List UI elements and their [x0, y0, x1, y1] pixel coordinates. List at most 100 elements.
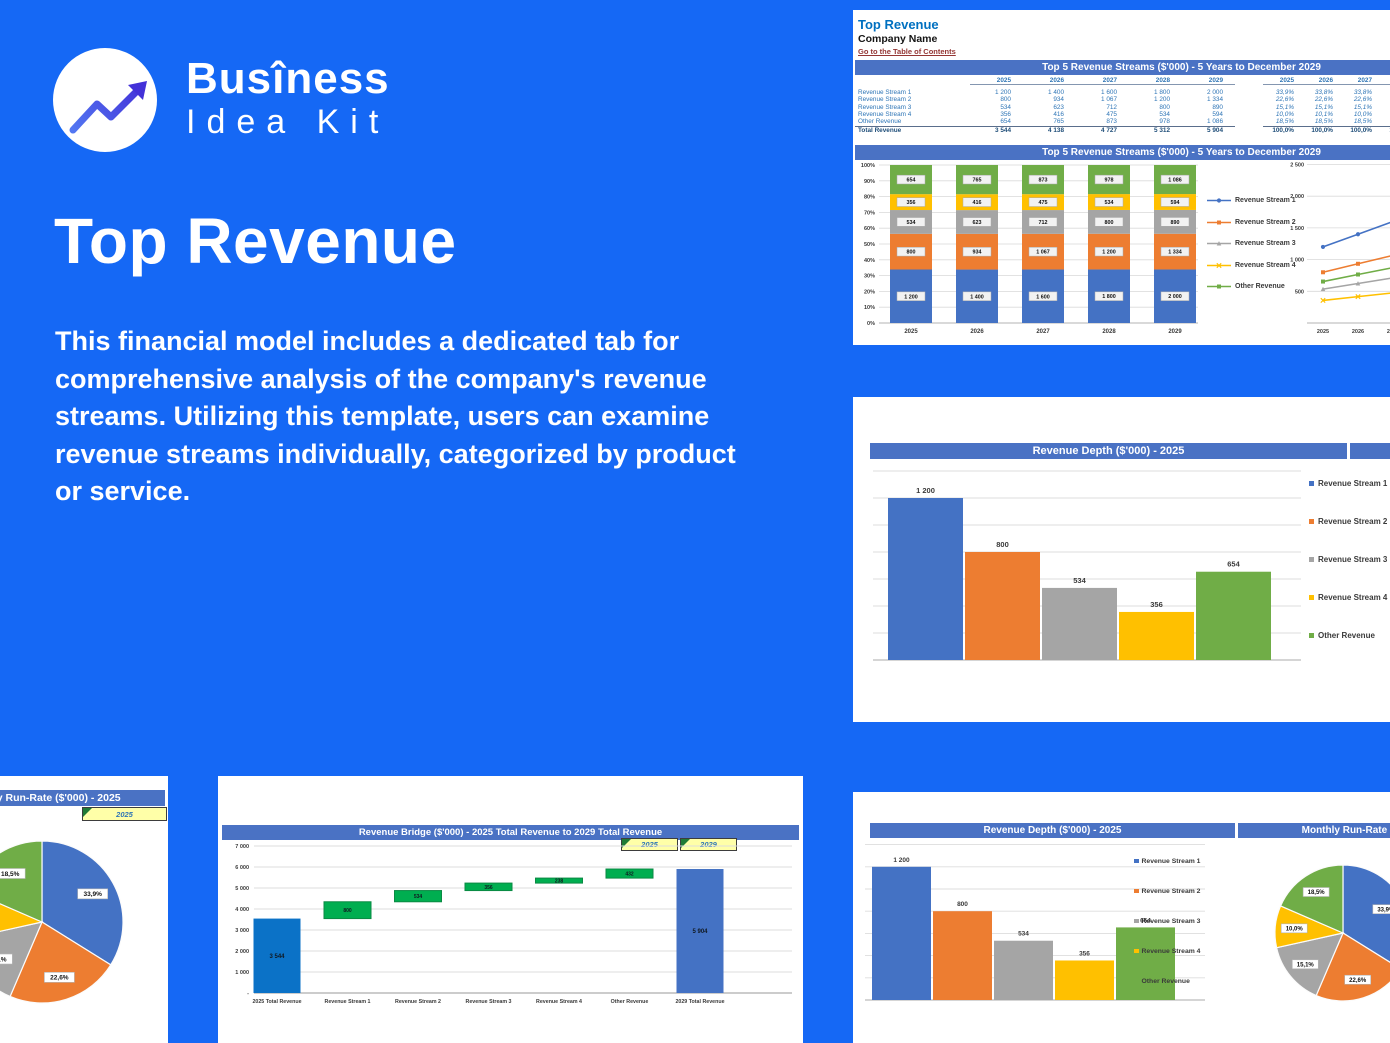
legend-item: Revenue Stream 3	[1131, 917, 1200, 925]
table-row: Revenue Stream 2 800 934 1 067 1 200 1 334 22,…	[855, 96, 1390, 103]
data-label-box	[1160, 246, 1190, 257]
table-cell: 22,6%	[1380, 96, 1390, 103]
table-cell: 978	[1159, 117, 1170, 125]
axis-label: 1 067	[1036, 250, 1050, 256]
axis-label: 1 200	[893, 857, 910, 864]
pie-slice	[1342, 864, 1390, 963]
bar	[1119, 611, 1194, 660]
table-cell: 1 086	[1207, 117, 1223, 125]
year-selector[interactable]: 2025	[82, 807, 167, 821]
axis-label: Revenue Stream 4	[536, 999, 582, 1005]
axis-label: 2025	[904, 329, 918, 335]
marker	[1217, 284, 1221, 289]
axis-label: Revenue Stream 1	[325, 999, 371, 1005]
table-cell: 18,5%	[1275, 117, 1294, 125]
axis-label: 534	[907, 220, 916, 226]
pie-slice	[0, 840, 43, 923]
data-label-box	[1028, 174, 1058, 185]
axis-label: 1 600	[1036, 294, 1050, 300]
table-cell: 1 200	[995, 89, 1011, 97]
line-series	[1322, 267, 1390, 283]
brand-name-line1: Busîness	[186, 54, 390, 103]
axis-label: 22,6%	[50, 975, 69, 982]
pie-label-box	[1280, 923, 1308, 934]
axis-label: 1 000	[235, 970, 249, 976]
bridge-bar	[323, 901, 372, 920]
axis-label: 800	[343, 908, 352, 914]
data-label-box	[962, 174, 992, 185]
from-year-selector[interactable]: 2025	[621, 838, 678, 851]
page-title: Top Revenue	[54, 205, 457, 277]
bar	[933, 911, 992, 1000]
legend-swatch-icon	[1309, 632, 1314, 638]
axis-label: 4 000	[235, 907, 249, 913]
table-title-bar: Top 5 Revenue Streams ($'000) - 5 Years …	[855, 60, 1390, 75]
axis-label: 873	[1039, 178, 1048, 184]
legend-swatch-icon	[1134, 858, 1139, 864]
run-rate-title-bar: Monthly Run-Rate ($'000) - 2025	[0, 790, 165, 806]
to-year-selector[interactable]: 2029	[680, 838, 737, 851]
data-label-box	[1094, 246, 1124, 257]
pie-slice	[0, 921, 44, 998]
axis-label: 5 904	[692, 929, 708, 935]
legend-swatch-icon	[1309, 556, 1314, 562]
axis-label: 7 000	[235, 844, 249, 850]
axis-label: 2025 Total Revenue	[252, 999, 301, 1005]
axis-label: 2029	[1168, 329, 1182, 335]
axis-label: 356	[484, 885, 493, 891]
axis-label: 1 200	[904, 294, 918, 300]
pie-slice	[1315, 932, 1390, 1002]
legend-swatch-icon	[1134, 918, 1139, 924]
data-label-box	[1028, 291, 1058, 301]
marker	[1321, 279, 1325, 284]
legend-swatch-icon	[1309, 518, 1314, 524]
selector-notch-icon	[622, 839, 631, 848]
stacked-bar-chart: 0% 10% 20% 30% 40% 50% 60% 70% 80% 90% 100% 1 200 80…	[861, 163, 1198, 335]
legend-item: Other Revenue	[1131, 977, 1200, 985]
table-cell: 534	[1159, 110, 1170, 118]
table-row: 202520262027202820292025202620272028	[855, 76, 1390, 85]
table-cell: 534	[1000, 103, 1011, 111]
data-label-box	[896, 174, 926, 185]
axis-label: 2028	[1102, 329, 1116, 335]
sheet-title: Top Revenue	[858, 17, 939, 32]
marker	[1356, 272, 1360, 277]
legend-item: Revenue Stream 2	[1305, 516, 1388, 526]
axis-label: 15,1%	[1297, 962, 1315, 968]
table-cell: 873	[1106, 117, 1117, 125]
axis-label: 534	[414, 894, 423, 900]
table-cell: 33,9%	[1275, 89, 1294, 97]
table-cell: 2028	[1129, 77, 1182, 85]
legend-label: Revenue Stream 2	[1235, 218, 1296, 226]
data-label-box	[896, 291, 926, 301]
axis-label: Revenue Stream 3	[466, 999, 512, 1005]
legend-item: Revenue Stream 1	[1131, 857, 1200, 865]
toc-link[interactable]: Go to the Table of Contents	[858, 47, 956, 56]
axis-label: 712	[1039, 220, 1048, 226]
legend-label: Revenue Stream 2	[1318, 516, 1388, 526]
axis-label: 33,9%	[1377, 907, 1390, 913]
table-cell: 2027	[1341, 77, 1380, 85]
bar	[965, 552, 1040, 660]
data-label-box	[896, 217, 926, 227]
legend-label: Revenue Stream 4	[1318, 592, 1388, 602]
axis-label: 5 000	[235, 886, 249, 892]
marker	[1321, 270, 1325, 275]
axis-label: 623	[973, 220, 982, 226]
axis-label: 1 000	[1290, 258, 1304, 264]
axis-label: 2 000	[1290, 194, 1304, 200]
bridge-bar	[464, 882, 513, 892]
axis-label: 3 000	[235, 928, 249, 934]
panel-revenue-depth: Revenue Depth ($'000) - 2025 1 200 800 534…	[853, 397, 1390, 722]
title-bar-continuation	[1350, 443, 1390, 459]
pie-label-box	[0, 868, 26, 879]
table-cell: 33,9%	[1380, 89, 1390, 96]
data-label-box	[1094, 197, 1124, 207]
data-label-box	[1028, 197, 1058, 207]
legend-label: Revenue Stream 1	[1318, 478, 1388, 488]
selector-value: 2025	[641, 840, 658, 849]
table-cell: 2028	[1380, 77, 1390, 85]
axis-label: 534	[1105, 200, 1114, 206]
data-label-box	[962, 197, 992, 207]
axis-label: 100%	[861, 163, 875, 169]
